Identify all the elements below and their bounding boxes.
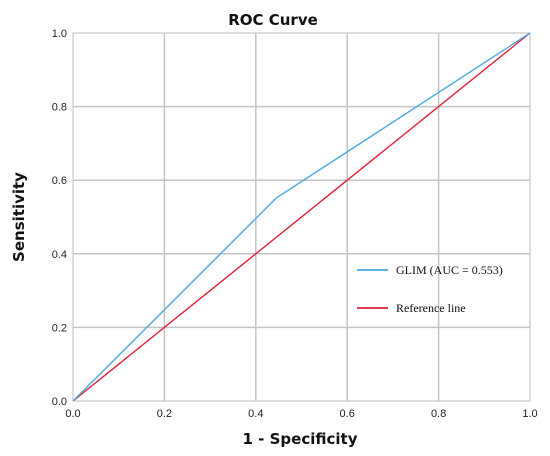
y-tick-label: 0.6 [52, 175, 67, 187]
y-tick-label: 1.0 [52, 28, 67, 40]
x-tick-label: 0.4 [248, 408, 263, 420]
axis-ticks: 0.0 0.2 0.4 0.6 0.8 1.0 0.0 0.2 0.4 0.6 0.8 1.0 [52, 28, 538, 420]
series-line-0 [72, 32, 531, 402]
x-axis-title: 1 - Specificity [243, 430, 358, 448]
legend-label: Reference line [396, 301, 466, 315]
grid-lines [73, 33, 530, 401]
legend: GLIM (AUC = 0.553) Reference line [357, 263, 503, 315]
y-tick-label: 0.8 [52, 102, 67, 114]
series-layer [72, 32, 531, 402]
x-tick-label: 1.0 [522, 408, 537, 420]
y-axis-title: Sensitivity [10, 172, 28, 262]
x-tick-label: 0.0 [65, 408, 80, 420]
series-line-1 [72, 32, 531, 402]
y-tick-label: 0.0 [52, 396, 67, 408]
y-tick-label: 0.2 [52, 322, 67, 334]
legend-label: GLIM (AUC = 0.553) [396, 263, 503, 277]
x-tick-label: 0.6 [340, 408, 355, 420]
x-tick-label: 0.8 [431, 408, 446, 420]
x-tick-label: 0.2 [157, 408, 172, 420]
chart-title: ROC Curve [228, 11, 318, 29]
y-tick-label: 0.4 [52, 249, 67, 261]
